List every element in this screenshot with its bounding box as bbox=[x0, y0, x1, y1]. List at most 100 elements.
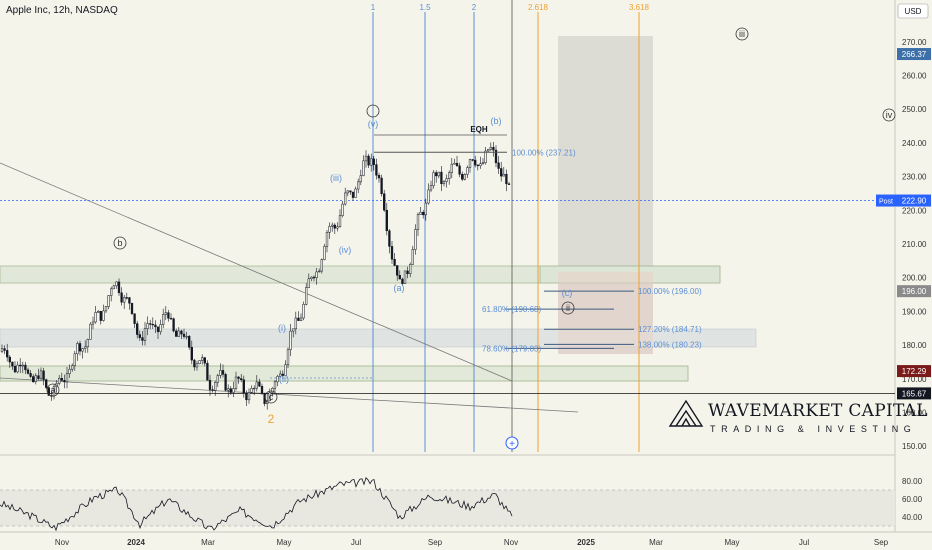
candle-body bbox=[474, 159, 477, 166]
candle-body bbox=[151, 323, 154, 326]
candle-body bbox=[416, 214, 420, 230]
wave-b: b bbox=[117, 238, 122, 248]
candle-body bbox=[208, 380, 212, 390]
price-tick-label: 210.00 bbox=[902, 240, 927, 249]
wave-iii-sub: (iii) bbox=[330, 173, 342, 183]
wave-b-sub: (b) bbox=[491, 116, 502, 126]
candle-body bbox=[390, 246, 394, 260]
candle-body bbox=[398, 275, 401, 280]
candle-body bbox=[383, 193, 386, 211]
candle-body bbox=[393, 258, 396, 266]
candle-body bbox=[149, 323, 152, 325]
candle-body bbox=[201, 357, 204, 361]
candle-body bbox=[190, 346, 193, 361]
candle-body bbox=[19, 364, 22, 367]
candle-body bbox=[479, 163, 482, 167]
candle-body bbox=[193, 359, 196, 368]
candle-body bbox=[63, 380, 66, 383]
candle-body bbox=[110, 288, 113, 296]
currency-box bbox=[897, 3, 929, 19]
candle-body bbox=[117, 281, 121, 294]
candle-body bbox=[494, 149, 498, 164]
trend-line-upper bbox=[0, 162, 513, 382]
rsi-band bbox=[0, 490, 895, 526]
candle-body bbox=[219, 370, 222, 376]
candle-body bbox=[234, 376, 238, 389]
mountain-logo-icon bbox=[668, 399, 704, 427]
candle-body bbox=[338, 215, 342, 228]
candle-body bbox=[6, 350, 9, 358]
candle-body bbox=[146, 323, 149, 329]
brand-tagline: TRADING & INVESTING bbox=[710, 424, 917, 434]
candle-body bbox=[214, 382, 217, 391]
candle-body bbox=[466, 167, 469, 175]
candle-body bbox=[271, 387, 274, 393]
add-plus-icon[interactable] bbox=[505, 436, 519, 450]
price-tick-label: 270.00 bbox=[902, 38, 927, 47]
price-tag bbox=[897, 48, 931, 61]
candle-body bbox=[34, 375, 37, 383]
candle-body bbox=[175, 330, 178, 337]
wave-a-sub: (a) bbox=[394, 283, 405, 293]
wave-v-sub: (v) bbox=[368, 119, 379, 129]
zone-166 bbox=[0, 365, 689, 382]
candle-body bbox=[8, 356, 11, 363]
price-tag-value: 196.00 bbox=[902, 287, 927, 296]
candle-body bbox=[120, 292, 123, 303]
rsi-tick-label: 60.00 bbox=[902, 495, 923, 504]
wave-i: (i) bbox=[278, 323, 286, 333]
candle-body bbox=[211, 389, 214, 391]
candle-body bbox=[484, 150, 487, 164]
candle-body bbox=[445, 178, 448, 182]
wave-iv-sub: (iv) bbox=[339, 245, 352, 255]
time-tick-label: 2025 bbox=[577, 538, 595, 547]
fib-extension-label: 127.20% (184.71) bbox=[638, 325, 702, 334]
candle-body bbox=[500, 168, 503, 177]
price-tick-label: 150.00 bbox=[902, 442, 927, 451]
price-tick-label: 240.00 bbox=[902, 139, 927, 148]
candle-body bbox=[0, 348, 4, 353]
candle-body bbox=[468, 159, 472, 168]
time-tick-label: Nov bbox=[504, 538, 518, 547]
candle-body bbox=[435, 172, 438, 177]
time-tick-label: Nov bbox=[55, 538, 69, 547]
candle-body bbox=[13, 366, 17, 373]
candle-body bbox=[396, 265, 399, 276]
candle-body bbox=[297, 317, 300, 321]
candle-body bbox=[143, 328, 147, 341]
candle-body bbox=[185, 336, 188, 338]
fib-retracement-label: 100.00% (237.21) bbox=[512, 148, 576, 157]
candle-body bbox=[65, 373, 69, 383]
price-tick-label: 160.00 bbox=[902, 409, 927, 418]
trend-line-lower bbox=[0, 377, 579, 413]
candle-body bbox=[357, 181, 360, 190]
add-plus-glyph[interactable]: + bbox=[509, 439, 515, 450]
wave-iv-circle bbox=[882, 108, 896, 122]
fib-retracement-label: 78.60% (179.03) bbox=[482, 344, 541, 353]
candle-body bbox=[429, 185, 433, 191]
time-tick-label: Jul bbox=[351, 538, 361, 547]
candle-body bbox=[289, 330, 292, 350]
candle-body bbox=[78, 343, 82, 352]
price-tick-label: 200.00 bbox=[902, 274, 927, 283]
candle-body bbox=[403, 270, 407, 284]
price-tag bbox=[897, 387, 931, 400]
candle-body bbox=[203, 357, 206, 364]
wave-1-circle bbox=[366, 104, 380, 118]
time-tick-label: 2024 bbox=[127, 538, 145, 547]
candle-body bbox=[489, 147, 492, 150]
target-box bbox=[558, 272, 653, 354]
candle-body bbox=[198, 360, 201, 365]
candle-body bbox=[216, 375, 219, 383]
candle-body bbox=[141, 337, 144, 341]
time-tick-label: Jul bbox=[799, 538, 809, 547]
candle-body bbox=[305, 287, 308, 305]
price-tag bbox=[897, 365, 931, 378]
candle-body bbox=[130, 303, 134, 314]
candle-body bbox=[24, 364, 27, 371]
candle-body bbox=[221, 370, 225, 375]
candle-body bbox=[364, 155, 368, 162]
candle-body bbox=[68, 368, 71, 374]
candle-body bbox=[156, 326, 160, 333]
